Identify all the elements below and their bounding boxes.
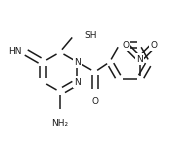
Text: O: O	[91, 97, 98, 106]
Text: SH: SH	[84, 31, 97, 40]
Text: HN: HN	[8, 46, 22, 56]
Text: O: O	[122, 41, 129, 50]
Text: NH₂: NH₂	[51, 119, 69, 128]
Text: O: O	[150, 41, 157, 50]
Text: N: N	[74, 57, 81, 66]
Text: N: N	[136, 55, 143, 64]
Text: N: N	[74, 77, 81, 86]
